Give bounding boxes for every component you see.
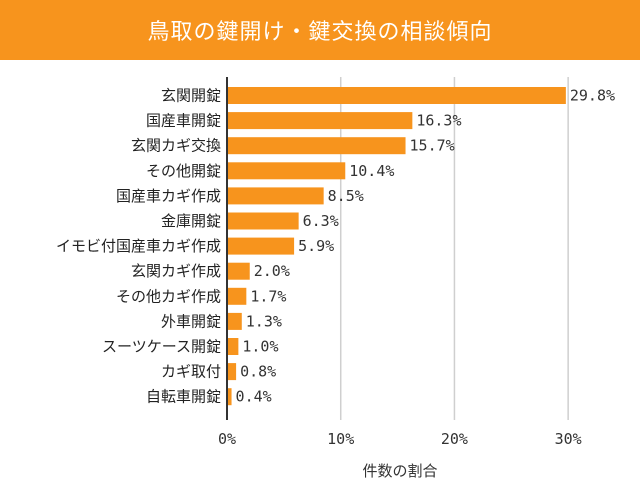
category-label: 国産車カギ作成 (116, 187, 221, 205)
bar (227, 87, 566, 104)
category-label: 金庫開錠 (161, 212, 221, 230)
bar (227, 187, 324, 205)
bar (227, 137, 406, 155)
category-label: 玄関カギ交換 (131, 137, 221, 155)
x-tick-label: 20% (441, 430, 468, 448)
x-tick-label: 30% (555, 430, 582, 448)
bar (227, 212, 299, 230)
value-label: 5.9% (298, 237, 334, 255)
category-label: 玄関カギ作成 (131, 262, 221, 280)
bar (227, 388, 232, 406)
x-tick-label: 10% (327, 430, 354, 448)
bar (227, 363, 237, 381)
bars (227, 87, 566, 406)
bar (227, 162, 346, 180)
category-labels: 玄関開錠国産車開錠玄関カギ交換その他開錠国産車カギ作成金庫開錠イモビ付国産車カギ… (56, 87, 221, 406)
category-label: イモビ付国産車カギ作成 (56, 237, 221, 255)
value-label: 16.3% (416, 112, 461, 130)
category-label: 玄関開錠 (161, 87, 221, 105)
category-label: スーツケース開錠 (102, 338, 221, 356)
value-label: 15.7% (410, 137, 455, 155)
bar (227, 262, 250, 280)
category-label: 自転車開錠 (146, 388, 221, 406)
value-label: 0.4% (236, 388, 272, 406)
value-label: 1.7% (250, 287, 286, 305)
bar (227, 112, 413, 130)
x-axis-title: 件数の割合 (362, 462, 437, 480)
bar (227, 312, 242, 330)
category-label: その他カギ作成 (116, 287, 221, 305)
value-label: 29.8% (570, 87, 615, 105)
category-label: その他開錠 (146, 162, 221, 180)
bar (227, 237, 295, 255)
chart-title: 鳥取の鍵開け・鍵交換の相談傾向 (147, 20, 493, 45)
value-labels: 29.8% 16.3% 15.7% 10.4% 8.5% 6.3% 5.9% 2.0% 1.7%… (236, 87, 615, 406)
category-label: 国産車開錠 (146, 112, 221, 130)
category-label: 外車開錠 (161, 312, 221, 330)
value-label: 1.3% (246, 312, 282, 330)
value-label: 0.8% (240, 363, 276, 381)
value-label: 2.0% (254, 262, 290, 280)
value-label: 1.0% (242, 338, 278, 356)
value-label: 8.5% (328, 187, 364, 205)
grid-lines (339, 77, 569, 420)
x-tick-labels: 0% 10% 20% 30% (218, 430, 582, 448)
value-label: 10.4% (349, 162, 394, 180)
bar (227, 287, 247, 305)
x-tick-label: 0% (218, 430, 236, 448)
title-bar: 鳥取の鍵開け・鍵交換の相談傾向 (0, 0, 640, 60)
category-label: カギ取付 (161, 363, 221, 381)
bar (227, 338, 239, 355)
value-label: 6.3% (303, 212, 339, 230)
